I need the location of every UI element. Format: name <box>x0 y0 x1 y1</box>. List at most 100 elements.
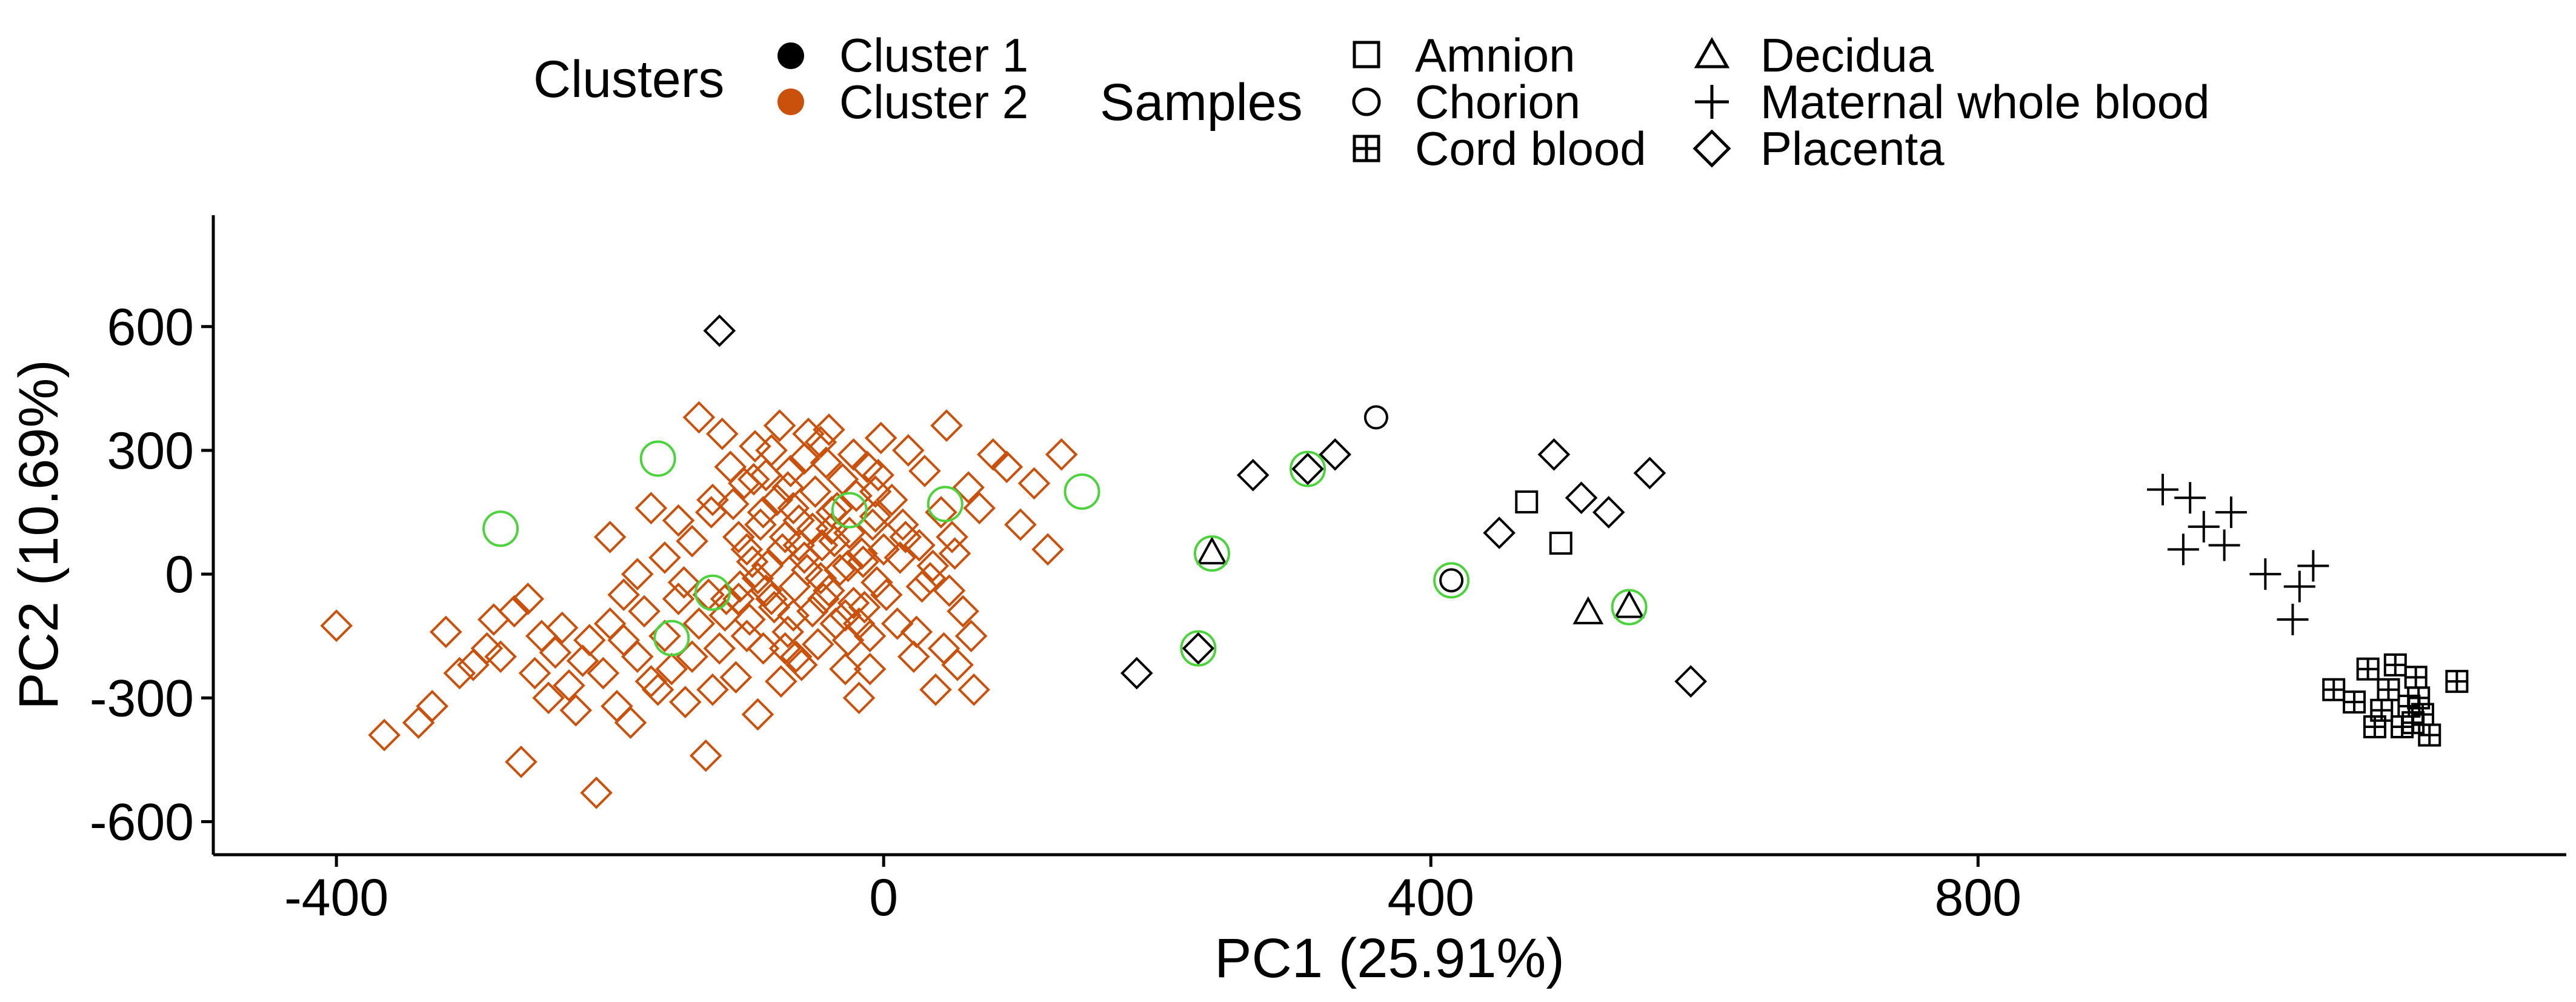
point-diamond <box>730 620 764 653</box>
point-diamond <box>320 609 353 643</box>
point-diamond <box>1537 438 1571 471</box>
legend-cluster-2-label: Cluster 2 <box>839 75 1028 129</box>
highlight-ring <box>1290 450 1326 487</box>
highlight-ring <box>639 440 676 477</box>
legend-clusters-title: Clusters <box>533 50 724 109</box>
point-diamond <box>710 583 743 615</box>
point-circle <box>1363 405 1388 430</box>
point-diamond <box>525 620 558 653</box>
point-diamond <box>833 516 866 549</box>
point-diamond <box>747 496 780 529</box>
point-diamond <box>936 521 968 553</box>
highlight-ring <box>1433 562 1470 599</box>
point-square <box>1549 532 1573 555</box>
point-diamond <box>805 529 839 562</box>
point-diamond <box>703 314 736 347</box>
point-diamond <box>580 777 613 809</box>
highlight-ring <box>694 574 731 611</box>
point-diamond <box>886 508 919 541</box>
point-diamond <box>1031 533 1064 566</box>
highlight-ring <box>831 492 868 529</box>
point-diamond <box>947 595 979 628</box>
point-diamond <box>505 746 537 778</box>
point-diamond <box>648 541 681 574</box>
point-diamond <box>804 426 837 459</box>
point-diamond <box>669 686 702 718</box>
legend-amnion-label: Amnion <box>1415 28 1575 82</box>
point-diamond <box>1182 632 1215 665</box>
point-diamond <box>559 693 593 727</box>
point-diamond <box>511 583 545 615</box>
point-diamond <box>641 673 674 706</box>
point-square-plus <box>2418 723 2441 747</box>
point-diamond <box>864 421 897 455</box>
point-diamond <box>368 718 401 752</box>
point-square-plus <box>2343 690 2366 714</box>
highlight-ring <box>653 620 690 656</box>
point-plus <box>2208 529 2240 561</box>
point-diamond <box>750 574 782 607</box>
point-diamond <box>938 537 971 570</box>
point-diamond <box>860 566 893 599</box>
point-diamond <box>1483 516 1516 549</box>
point-diamond <box>813 574 845 607</box>
point-square-plus <box>2383 653 2407 676</box>
point-diamond <box>553 669 585 702</box>
point-diamond <box>682 401 716 434</box>
point-diamond <box>443 656 476 690</box>
point-diamond <box>1633 456 1666 490</box>
point-diamond <box>831 624 865 656</box>
point-diamond <box>593 607 627 640</box>
legend-cluster-1-label: Cluster 1 <box>839 28 1028 82</box>
point-diamond <box>739 430 771 463</box>
point-circle <box>1439 568 1464 593</box>
point-diamond <box>498 595 531 628</box>
point-diamond <box>402 706 435 740</box>
point-diamond <box>737 463 770 496</box>
point-diamond <box>892 434 925 467</box>
point-diamond <box>903 529 936 562</box>
point-diamond <box>532 681 565 715</box>
y-tick-label: -600 <box>90 793 194 852</box>
point-diamond <box>829 652 862 686</box>
legend-chorion-label: Chorion <box>1415 75 1580 129</box>
point-diamond <box>774 455 807 487</box>
point-diamond <box>750 458 782 492</box>
highlight-ring <box>1611 589 1648 626</box>
y-tick-label: 300 <box>107 422 195 480</box>
point-diamond <box>477 603 510 636</box>
point-diamond <box>1291 452 1324 486</box>
highlight-ring <box>482 510 519 547</box>
point-diamond <box>676 640 708 673</box>
axis-ticks: -400 0 400 800 600 300 0 -300 -600 <box>90 298 2022 927</box>
point-diamond <box>621 640 654 673</box>
legend-cluster-1-key <box>777 42 804 69</box>
point-diamond <box>853 620 887 653</box>
point-diamond <box>813 413 845 446</box>
point-plus <box>2215 496 2247 529</box>
legend-placenta-icon <box>1692 129 1731 168</box>
point-diamond <box>741 562 774 595</box>
point-diamond <box>867 533 900 566</box>
highlight-ring <box>1180 630 1217 667</box>
point-diamond <box>518 656 551 690</box>
point-diamond <box>870 578 903 612</box>
point-diamond <box>807 583 840 615</box>
point-diamond <box>682 607 716 640</box>
point-triangle <box>1614 590 1645 618</box>
point-diamond <box>905 570 939 603</box>
point-diamond <box>900 615 933 649</box>
point-diamond <box>766 533 799 566</box>
legend-decidua-label: Decidua <box>1760 28 1934 82</box>
point-square-plus <box>2445 670 2469 693</box>
point-diamond <box>676 524 708 558</box>
point-diamond <box>694 496 728 529</box>
y-axis-title: PC2 (10.69%) <box>8 359 70 710</box>
point-diamond <box>614 706 647 740</box>
point-diamond <box>927 632 960 665</box>
point-diamond <box>719 661 753 694</box>
point-diamond <box>696 483 729 516</box>
point-diamond <box>782 504 816 537</box>
y-tick-label: 0 <box>165 546 194 604</box>
